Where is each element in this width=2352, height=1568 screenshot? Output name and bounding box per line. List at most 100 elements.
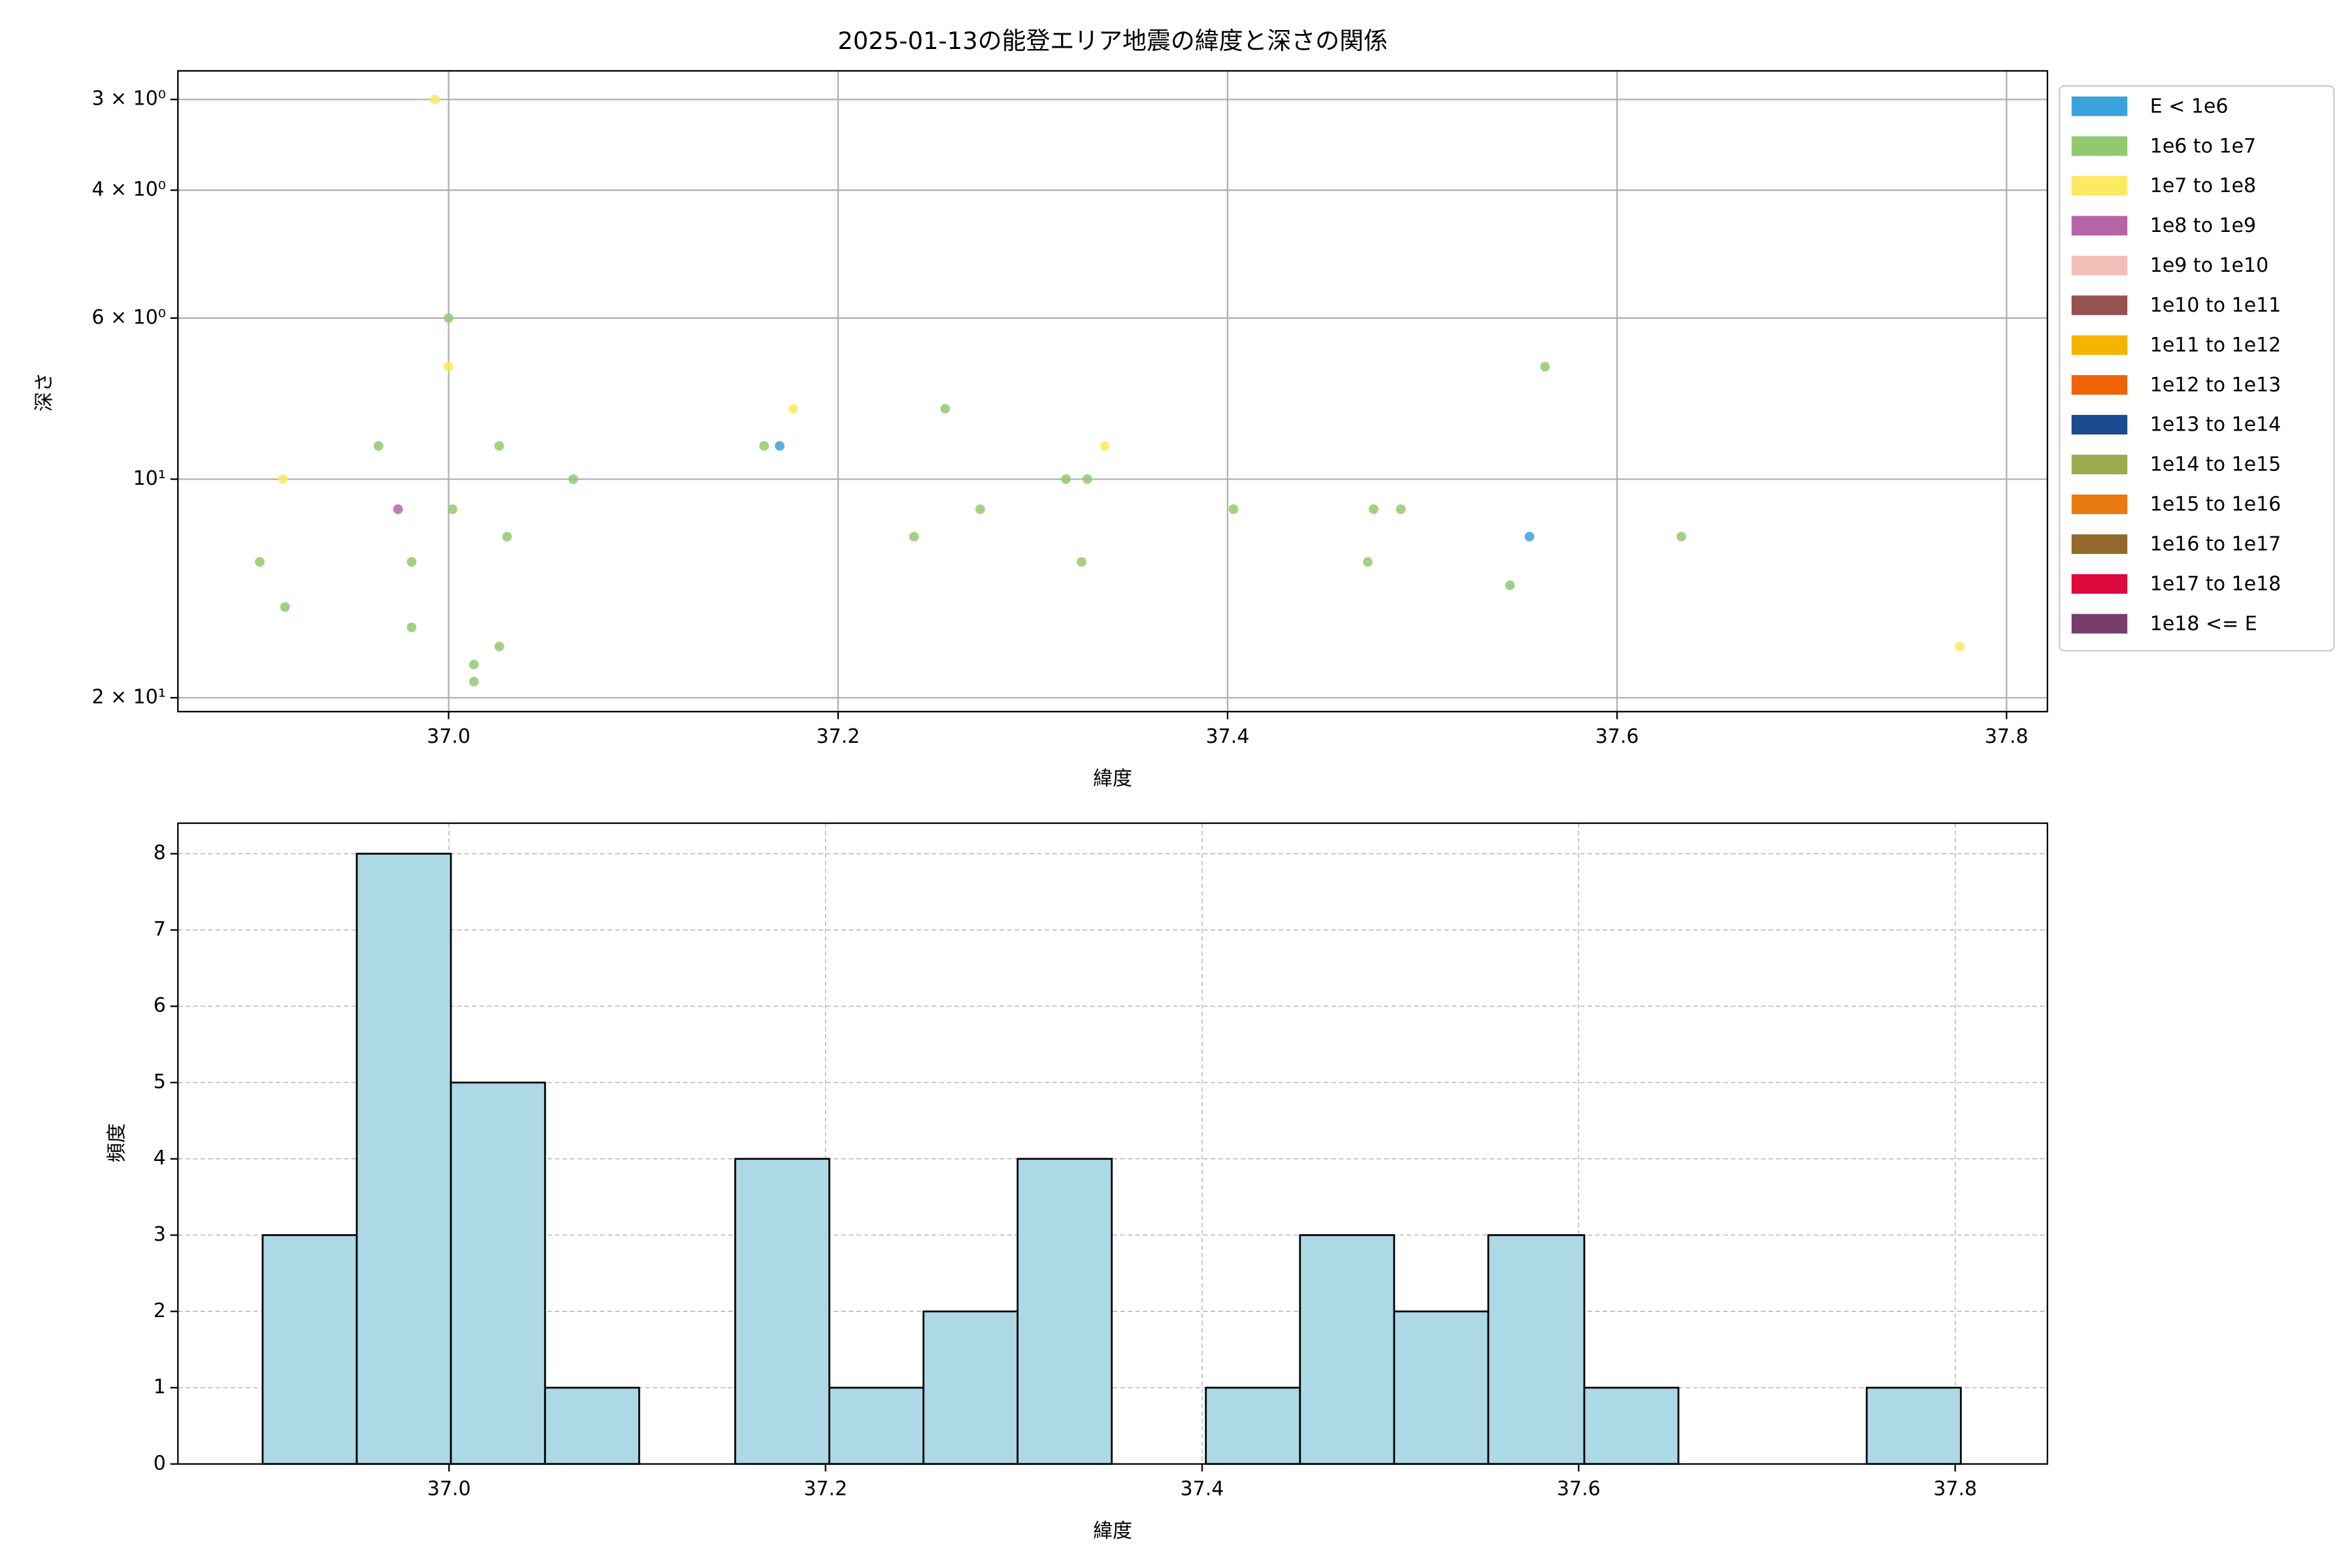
- x-axis-label: 緯度: [1093, 1520, 1132, 1543]
- histogram-bar: [1583, 1386, 1680, 1465]
- y-tick-label: 2 × 10¹: [91, 685, 166, 708]
- histogram-bar: [1205, 1386, 1301, 1465]
- scatter-point: [406, 557, 417, 567]
- legend-swatch: [2071, 136, 2128, 156]
- y-tick-label: 2: [154, 1299, 166, 1322]
- y-tick-label: 8: [154, 841, 166, 864]
- histogram-bar: [1865, 1386, 1962, 1465]
- legend-swatch: [2071, 375, 2128, 395]
- scatter-point: [1100, 441, 1110, 451]
- y-tick-label: 1: [154, 1376, 166, 1399]
- x-tick-label: 37.2: [816, 725, 860, 748]
- legend-swatch: [2071, 216, 2128, 236]
- chart-title: 2025-01-13の能登エリア地震の緯度と深さの関係: [838, 27, 1388, 55]
- legend-label: 1e14 to 1e15: [2150, 453, 2281, 476]
- scatter-point: [909, 532, 919, 542]
- scatter-point: [494, 441, 504, 451]
- scatter-point: [1061, 474, 1071, 484]
- legend-swatch: [2071, 255, 2128, 276]
- histogram-bar: [1299, 1234, 1396, 1465]
- y-tick-label: 4 × 10⁰: [91, 178, 166, 201]
- legend-label: 1e11 to 1e12: [2150, 334, 2281, 357]
- x-tick-label: 37.8: [1933, 1478, 1977, 1501]
- y-tick-label: 3 × 10⁰: [91, 88, 166, 110]
- legend-frame: [2059, 85, 2335, 652]
- scatter-point: [1505, 580, 1515, 591]
- y-tick-label: 4: [154, 1147, 166, 1169]
- legend-label: 1e8 to 1e9: [2150, 214, 2256, 237]
- scatter-point: [444, 313, 454, 323]
- scatter-point: [568, 474, 578, 484]
- legend-swatch: [2071, 494, 2128, 514]
- legend-label: E < 1e6: [2150, 95, 2229, 118]
- legend-label: 1e18 <= E: [2150, 612, 2257, 635]
- histogram-bar: [734, 1158, 830, 1465]
- legend-swatch: [2071, 455, 2128, 474]
- y-tick-label: 5: [154, 1070, 166, 1093]
- legend-swatch: [2071, 534, 2128, 554]
- scatter-point: [393, 504, 403, 514]
- x-tick-label: 37.4: [1181, 1478, 1224, 1501]
- scatter-point: [430, 94, 440, 105]
- y-tick-label: 6 × 10⁰: [91, 306, 166, 329]
- legend-swatch: [2071, 295, 2128, 316]
- x-tick-label: 37.4: [1206, 725, 1250, 748]
- scatter-point: [469, 676, 479, 687]
- histogram-bar: [923, 1310, 1019, 1465]
- legend-label: 1e9 to 1e10: [2150, 254, 2269, 277]
- y-tick-label: 10¹: [133, 467, 166, 490]
- legend-label: 1e13 to 1e14: [2150, 414, 2281, 436]
- legend-label: 1e7 to 1e8: [2150, 174, 2256, 197]
- legend-swatch: [2071, 96, 2128, 116]
- scatter-point: [1363, 557, 1373, 567]
- y-tick-label: 3: [154, 1223, 166, 1246]
- scatter-point: [788, 404, 798, 414]
- histogram-bar: [828, 1386, 924, 1465]
- x-tick-label: 37.0: [427, 725, 470, 748]
- scatter-point: [1676, 532, 1686, 542]
- scatter-point: [1540, 361, 1550, 372]
- histogram-bar: [355, 853, 452, 1465]
- scatter-point: [1082, 474, 1092, 484]
- scatter-point: [1955, 642, 1965, 651]
- scatter-point: [255, 557, 265, 567]
- scatter-point: [406, 622, 417, 632]
- scatter-point: [373, 441, 384, 451]
- legend-label: 1e16 to 1e17: [2150, 533, 2281, 556]
- legend-label: 1e12 to 1e13: [2150, 374, 2281, 397]
- y-tick-label: 0: [154, 1452, 166, 1475]
- scatter-point: [278, 474, 288, 484]
- scatter-point: [1076, 557, 1086, 567]
- x-axis-label: 緯度: [1093, 768, 1132, 791]
- histogram-bar: [1393, 1310, 1490, 1465]
- legend-label: 1e10 to 1e11: [2150, 294, 2281, 317]
- scatter-point: [1369, 504, 1379, 514]
- scatter-point: [774, 441, 785, 451]
- scatter-point: [444, 361, 454, 372]
- scatter-point: [1524, 532, 1535, 542]
- x-tick-label: 37.6: [1595, 725, 1639, 748]
- scatter-point: [494, 642, 504, 651]
- scatter-point: [975, 504, 985, 514]
- legend-swatch: [2071, 335, 2128, 355]
- scatter-point: [1396, 504, 1406, 514]
- legend-label: 1e6 to 1e7: [2150, 135, 2256, 157]
- legend-swatch: [2071, 415, 2128, 435]
- x-tick-label: 37.8: [1985, 725, 2029, 748]
- legend-swatch: [2071, 176, 2128, 196]
- plot-frame: [177, 70, 2048, 713]
- y-tick-label: 7: [154, 918, 166, 941]
- histogram-bar: [449, 1081, 546, 1465]
- legend-label: 1e15 to 1e16: [2150, 493, 2281, 516]
- x-tick-label: 37.2: [804, 1478, 847, 1501]
- scatter-point: [280, 602, 290, 612]
- scatter-point: [448, 504, 457, 514]
- plot-frame: [177, 822, 2048, 1465]
- x-tick-label: 37.0: [427, 1478, 471, 1501]
- histogram-bar: [544, 1386, 640, 1465]
- histogram-bar: [1017, 1158, 1113, 1465]
- x-tick-label: 37.6: [1557, 1478, 1601, 1501]
- y-axis-label: 頻度: [106, 1123, 129, 1162]
